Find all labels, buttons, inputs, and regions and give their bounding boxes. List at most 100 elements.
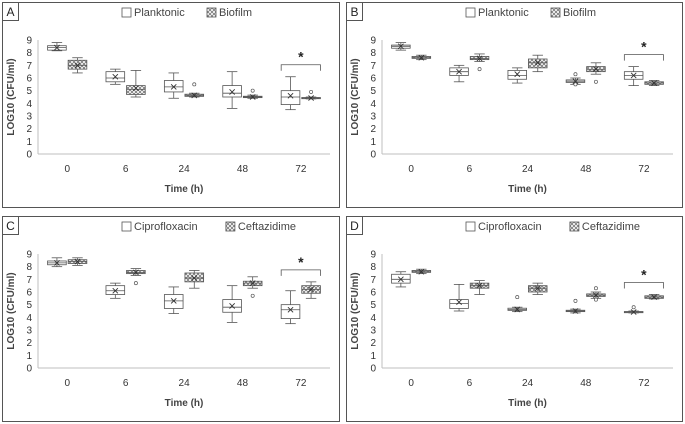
panel-letter: A (6, 5, 14, 19)
mean-marker (249, 280, 256, 287)
x-tick-label: 6 (123, 164, 129, 175)
y-tick-label: 1 (26, 351, 32, 362)
mean-marker (534, 59, 541, 66)
box-ciprofloxacin-0 (47, 257, 67, 268)
legend-swatch-1 (121, 7, 132, 18)
box-ciprofloxacin-48 (222, 285, 242, 323)
box-ceftazidime-72 (301, 281, 321, 299)
panel-letter: D (350, 219, 359, 233)
mean-marker (630, 309, 637, 315)
legend-swatch-2 (569, 221, 580, 232)
y-tick-label: 0 (26, 364, 32, 375)
mean-marker (572, 78, 579, 85)
legend-swatch-2 (225, 221, 236, 232)
box-ciprofloxacin-0 (391, 271, 411, 288)
x-tick-label: 6 (467, 378, 473, 389)
y-tick-label: 9 (370, 36, 376, 47)
legend-label-2: Biofilm (563, 7, 596, 19)
y-axis-title: LOG10 (CFU/ml) (6, 58, 17, 135)
y-tick-label: 0 (370, 364, 376, 375)
box-ceftazidime-6 (126, 268, 146, 286)
mean-marker (476, 55, 483, 62)
legend-label-1: Ciprofloxacin (478, 221, 542, 233)
outlier-point (250, 88, 255, 93)
y-tick-label: 7 (370, 275, 376, 286)
box-ciprofloxacin-24 (163, 286, 184, 314)
y-tick-label: 9 (26, 250, 32, 261)
x-axis-title: Time (h) (165, 184, 204, 195)
y-tick-label: 3 (26, 112, 32, 123)
y-tick-label: 8 (370, 48, 376, 59)
outlier-point (192, 82, 197, 87)
y-axis-title: LOG10 (CFU/ml) (350, 58, 361, 135)
mean-marker (593, 292, 599, 299)
legend-label-1: Planktonic (134, 7, 185, 19)
mean-marker (397, 276, 404, 283)
mean-marker (74, 62, 81, 69)
box-biofilm-48 (586, 62, 606, 84)
box-ciprofloxacin-72 (280, 290, 301, 325)
mean-marker (112, 73, 119, 80)
mean-marker (308, 95, 314, 101)
mean-marker (191, 275, 198, 281)
x-axis-title: Time (h) (165, 398, 204, 409)
panel-letter-box (2, 2, 19, 21)
mean-marker (651, 80, 658, 86)
x-tick-label: 48 (580, 164, 592, 175)
box-ceftazidime-24 (528, 282, 548, 295)
x-tick-label: 6 (467, 164, 473, 175)
box-planktonic-72 (280, 76, 301, 111)
y-tick-label: 6 (26, 288, 32, 299)
outlier-point (573, 82, 578, 87)
legend-label-1: Ciprofloxacin (134, 221, 198, 233)
x-axis-title: Time (h) (508, 184, 547, 195)
mean-marker (74, 258, 81, 265)
mean-marker (630, 72, 637, 79)
box-biofilm-6 (126, 70, 146, 98)
mean-marker (308, 286, 314, 293)
outlier-point (593, 297, 598, 302)
outlier-point (573, 298, 578, 303)
y-tick-label: 5 (370, 300, 376, 311)
x-tick-label: 6 (123, 378, 129, 389)
significance-marker: * (641, 39, 647, 55)
mean-marker (132, 85, 139, 92)
y-tick-label: 4 (26, 313, 32, 324)
box-planktonic-48 (222, 71, 242, 109)
box-planktonic-0 (391, 42, 411, 51)
significance-bracket (623, 54, 664, 61)
box-ciprofloxacin-24 (507, 295, 527, 313)
x-tick-label: 0 (65, 378, 71, 389)
y-tick-label: 7 (26, 275, 32, 286)
y-tick-label: 9 (26, 36, 32, 47)
mean-marker (287, 306, 294, 313)
significance-bracket (280, 269, 321, 276)
mean-marker (191, 92, 198, 99)
box-planktonic-0 (47, 42, 67, 52)
mean-marker (593, 66, 599, 73)
box-biofilm-24 (184, 82, 205, 99)
y-tick-label: 6 (370, 288, 376, 299)
box-biofilm-0 (67, 57, 88, 74)
box-biofilm-48 (242, 88, 263, 100)
outlier-point (631, 305, 636, 310)
x-tick-label: 0 (408, 378, 414, 389)
box-body (449, 299, 469, 309)
y-tick-label: 3 (370, 326, 376, 337)
outlier-point (477, 67, 482, 72)
box-planktonic-48 (565, 72, 586, 87)
box-ceftazidime-48 (586, 286, 606, 302)
outlier-point (133, 281, 138, 286)
y-tick-label: 1 (370, 351, 376, 362)
y-tick-label: 6 (26, 74, 32, 85)
y-tick-label: 7 (370, 61, 376, 72)
x-tick-label: 48 (580, 378, 592, 389)
panel-letter-box (2, 216, 19, 235)
x-tick-label: 24 (522, 378, 534, 389)
y-tick-label: 6 (370, 74, 376, 85)
mean-marker (456, 68, 462, 75)
